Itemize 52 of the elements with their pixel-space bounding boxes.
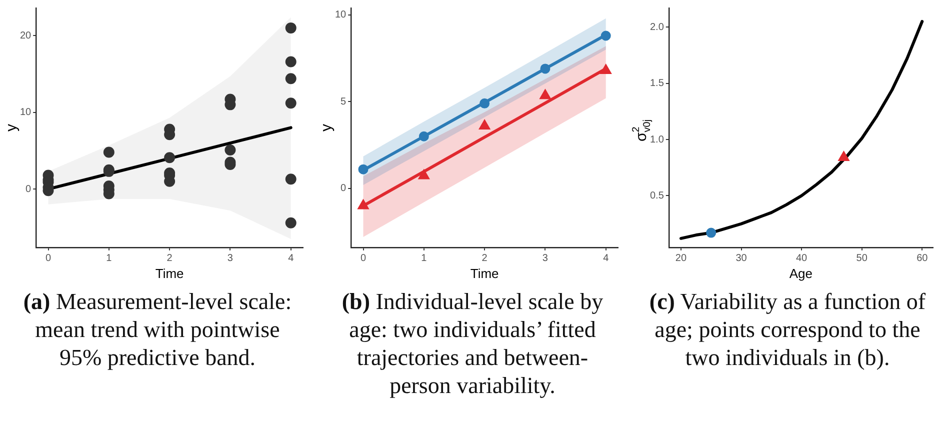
x-tick-label: 1 — [421, 253, 428, 264]
point — [285, 98, 296, 109]
y-axis-title: y — [318, 123, 336, 132]
x-tick-label: 3 — [542, 253, 548, 264]
text: (c) Variability as a function of age; points correspond to the two individuals in (b). — [648, 288, 927, 372]
y-tick-label: 0 — [340, 183, 347, 194]
x-axis-title: Time — [155, 266, 184, 281]
x-tick-label: 4 — [288, 253, 294, 264]
point — [285, 22, 296, 34]
y-tick-label: 10 — [335, 10, 347, 21]
point — [478, 119, 490, 130]
x-tick-label: 0 — [360, 253, 366, 264]
point — [600, 64, 612, 74]
point — [418, 131, 429, 142]
y-tick-label: 5 — [340, 96, 347, 108]
y-axis-title: y — [3, 123, 20, 132]
x-tick-label: 2 — [166, 253, 173, 264]
x-tick-label: 60 — [916, 253, 928, 264]
point — [358, 164, 368, 174]
x-tick-label: 2 — [482, 253, 488, 264]
y-tick-label: 1.5 — [650, 78, 664, 90]
point — [285, 174, 296, 185]
point — [285, 217, 296, 228]
x-axis-title: Time — [470, 266, 499, 281]
point — [285, 56, 296, 68]
point — [480, 98, 490, 108]
x-tick-label: 30 — [736, 253, 748, 264]
text: (b) Individual-level scale by age: two individuals’ fitted trajectories and between-person variability. — [340, 288, 604, 400]
x-tick-label: 20 — [675, 253, 687, 264]
y-tick-label: 1.0 — [650, 134, 664, 146]
point — [224, 144, 236, 156]
point — [358, 199, 369, 210]
point — [600, 30, 611, 41]
x-tick-label: 0 — [45, 253, 52, 264]
point — [540, 64, 550, 74]
y-tick-label: 0 — [26, 184, 32, 195]
x-tick-label: 3 — [227, 253, 234, 264]
point — [285, 73, 296, 84]
x-tick-label: 40 — [796, 253, 808, 264]
y-tick-label: 20 — [20, 30, 32, 42]
x-tick-label: 1 — [106, 253, 112, 264]
point — [103, 146, 114, 158]
point — [164, 152, 176, 164]
x-axis-title: Age — [789, 266, 813, 281]
x-tick-label: 50 — [856, 253, 868, 264]
text: (a) Measurement-level scale: mean trend with pointwise 95% predictive band. — [22, 288, 293, 372]
x-tick-label: 4 — [603, 253, 610, 264]
y-tick-label: 2.0 — [650, 22, 664, 33]
point — [418, 169, 430, 180]
y-tick-label: 0.5 — [650, 190, 664, 202]
point — [540, 89, 551, 100]
y-tick-label: 10 — [20, 107, 32, 118]
